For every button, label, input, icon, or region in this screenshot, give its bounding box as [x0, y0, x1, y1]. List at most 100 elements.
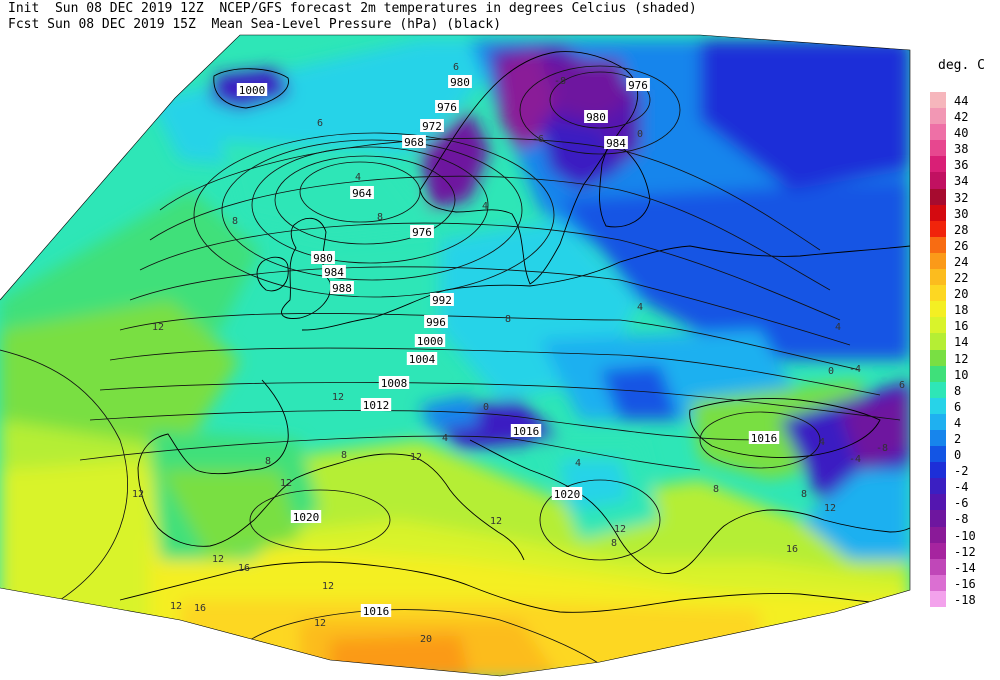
- temperature-label: 12: [332, 392, 344, 403]
- legend-swatch: [930, 526, 946, 543]
- legend-item: -12: [930, 542, 990, 559]
- legend-label: -6: [954, 496, 969, 511]
- header-line-1: Init Sun 08 DEC 2019 12Z NCEP/GFS foreca…: [8, 1, 697, 16]
- isobar-label-box: [360, 398, 392, 411]
- isobar-label: 980: [450, 76, 470, 89]
- temperature-label: 8: [377, 212, 383, 223]
- legend-swatch: [930, 590, 946, 607]
- legend-item: 10: [930, 365, 990, 382]
- temperature-label: 0: [637, 129, 643, 140]
- legend-label: -2: [954, 464, 969, 479]
- temperature-label: 12: [152, 322, 164, 333]
- isobar-label-box: [330, 281, 354, 294]
- legend-swatch: [930, 140, 946, 157]
- legend-label: 26: [954, 238, 969, 253]
- temperature-label: 4: [575, 458, 581, 469]
- legend-item: 40: [930, 124, 990, 141]
- isobar-label: 968: [404, 136, 424, 149]
- temperature-label: 12: [322, 581, 334, 592]
- temperature-label: 8: [341, 450, 347, 461]
- temperature-label: -8: [876, 443, 888, 454]
- legend-item: -2: [930, 462, 990, 479]
- isobar-1012: [89, 410, 761, 441]
- temperature-label: 12: [280, 478, 292, 489]
- isobar-984: [159, 137, 821, 251]
- isobar-label: 1000: [239, 84, 266, 97]
- legend-item: -10: [930, 526, 990, 543]
- legend-swatch: [930, 429, 946, 447]
- legend-item: 32: [930, 188, 990, 205]
- isobar-label-box: [420, 119, 444, 132]
- legend-swatch: [930, 542, 946, 559]
- isobar-992: [139, 222, 841, 321]
- legend-item: -16: [930, 574, 990, 591]
- temperature-label: 4: [482, 201, 488, 212]
- legend-swatch: [930, 478, 946, 495]
- isobar-964: [299, 161, 421, 223]
- legend-label: 24: [954, 254, 969, 269]
- legend-swatch: [930, 365, 946, 382]
- coastline-finland: [599, 139, 651, 228]
- coastline-black-sea: [689, 398, 881, 458]
- temperature-label: -4: [849, 364, 861, 375]
- legend-label: 4: [954, 415, 962, 430]
- legend-swatch: [930, 269, 946, 286]
- legend-label: 44: [954, 94, 969, 108]
- temperature-label: 12: [212, 554, 224, 565]
- coastline-great-britain: [281, 217, 331, 319]
- temperature-label: 8: [505, 314, 511, 325]
- temperature-label: 16: [238, 563, 250, 574]
- legend-item: 30: [930, 204, 990, 221]
- legend-item: 6: [930, 397, 990, 414]
- legend-label: 36: [954, 158, 969, 173]
- isobar-label: 1016: [513, 425, 540, 438]
- legend-item: 8: [930, 381, 990, 398]
- isobar-label: 976: [412, 226, 432, 239]
- temperature-labels: 6 4 8 8 4 -8 6 12 12 8 4 4 -4 0 6 4 -4 -8 8 12 12 8 4 0 4 8 8 12 12 1…: [132, 62, 905, 645]
- isobar-label-box: [551, 487, 583, 500]
- legend-label: -12: [954, 544, 976, 559]
- temperature-label: 6: [899, 380, 905, 391]
- isobar-1016-south: [249, 609, 621, 676]
- isobar-1004: [109, 347, 881, 396]
- legend-item: 42: [930, 108, 990, 125]
- isobar-label-box: [236, 83, 268, 96]
- isobar-label: 976: [628, 79, 648, 92]
- legend-item: -4: [930, 478, 990, 495]
- isobar-label-box: [290, 510, 322, 523]
- isobar-968: [274, 155, 456, 245]
- isobar-label-box: [311, 251, 335, 264]
- legend-swatch: [930, 462, 946, 479]
- coastline-scandinavia: [419, 51, 639, 285]
- legend-label: 18: [954, 303, 969, 318]
- isobar-1020-med: [249, 489, 391, 551]
- isobar-label-box: [748, 431, 780, 444]
- isobar-label: 1004: [409, 353, 436, 366]
- legend-swatch: [930, 236, 946, 253]
- isobar-label: 1020: [554, 488, 581, 501]
- legend-label: 14: [954, 335, 969, 350]
- isobar-label-box: [360, 604, 392, 617]
- isobar-1020-west: [0, 349, 128, 601]
- temperature-label: 0: [828, 366, 834, 377]
- legend-label: 32: [954, 190, 969, 205]
- isobar-1016-east: [699, 411, 821, 469]
- isobar-labels: 1000980976972968964976980984988992996100…: [236, 75, 780, 618]
- legend-swatch: [930, 317, 946, 334]
- isobar-label: 992: [432, 294, 452, 307]
- isobar-996: [129, 266, 851, 346]
- isobar-1020-balkan: [539, 479, 661, 561]
- legend-label: 6: [954, 399, 962, 414]
- temperature-label: 6: [317, 118, 323, 129]
- temperature-label: 12: [490, 516, 502, 527]
- legend-item: -18: [930, 590, 990, 607]
- isobar-label: 996: [426, 316, 446, 329]
- isobar-label-box: [448, 75, 472, 88]
- legend-label: 34: [954, 174, 969, 189]
- isobar-label-box: [626, 78, 650, 91]
- legend-swatch: [930, 413, 946, 430]
- legend-label: 28: [954, 222, 969, 237]
- temperature-label: 8: [713, 484, 719, 495]
- isobar-972: [251, 146, 489, 264]
